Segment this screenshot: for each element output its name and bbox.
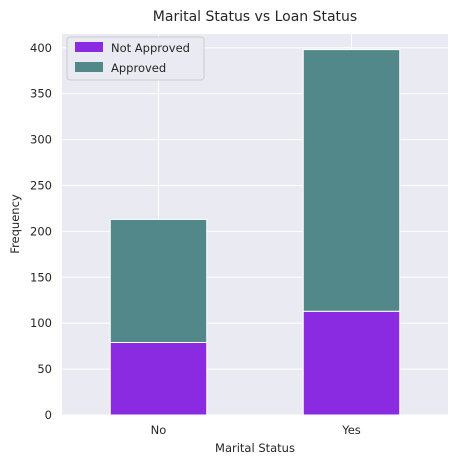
bar-approved-yes — [302, 49, 401, 312]
x-tick-labels: No Yes — [151, 423, 361, 437]
x-axis-label: Marital Status — [215, 441, 295, 455]
x-tick-label: No — [151, 423, 167, 437]
x-tick-label: Yes — [341, 423, 361, 437]
bar-not-approved-no — [109, 341, 208, 416]
bars — [109, 49, 401, 416]
legend-label-not-approved: Not Approved — [111, 41, 190, 55]
legend-swatch-not-approved — [75, 42, 103, 52]
bar-not-approved-yes — [302, 310, 401, 416]
y-tick-labels: 0 50 100 150 200 250 300 350 400 — [30, 41, 52, 422]
y-tick-label: 50 — [37, 362, 52, 376]
y-tick-label: 200 — [30, 224, 52, 238]
legend-label-approved: Approved — [111, 61, 166, 75]
legend: Not Approved Approved — [66, 36, 205, 81]
legend-swatch-approved — [75, 62, 103, 72]
y-axis-label: Frequency — [8, 194, 22, 254]
y-tick-label: 300 — [30, 133, 52, 147]
y-tick-label: 400 — [30, 41, 52, 55]
y-tick-label: 250 — [30, 178, 52, 192]
y-tick-label: 0 — [45, 408, 52, 422]
y-tick-label: 150 — [30, 270, 52, 284]
y-tick-label: 100 — [30, 316, 52, 330]
chart-title: Marital Status vs Loan Status — [153, 9, 357, 25]
bar-approved-no — [109, 218, 208, 343]
y-tick-label: 350 — [30, 87, 52, 101]
